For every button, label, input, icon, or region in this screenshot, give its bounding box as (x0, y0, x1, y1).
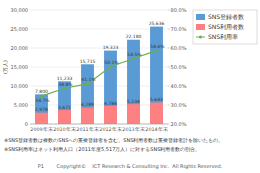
y2-tick (168, 86, 170, 87)
note: ※SNS登録者数は複数のSNSへの重複登録者を含む。SNS利用者数は重複登録者計… (4, 137, 223, 143)
line-value-label: 58.6% (150, 44, 165, 49)
legend-swatch (196, 14, 205, 20)
y2-tick (168, 10, 170, 11)
bar-value-label: 3,671 (58, 105, 71, 110)
footer: P1 Copyright© ICT Research & Consulting … (38, 163, 223, 170)
plot-area (35, 27, 163, 124)
bar-value-label: 25,636 (149, 21, 165, 26)
bar-value-label: 11,233 (57, 76, 73, 81)
y2-tick-label: 40.0% (171, 83, 187, 89)
grid-line (30, 48, 168, 49)
y2-tick (168, 29, 170, 30)
x-tick-label: 2011年末 (76, 126, 98, 132)
bar (104, 106, 117, 124)
line-value-label: 34.7% (35, 98, 50, 103)
y2-tick-label: 80.0% (171, 7, 187, 13)
bar (81, 108, 94, 124)
bar-value-label: 22,180 (126, 34, 142, 39)
y-tick-label: 25,000 (11, 26, 29, 32)
data-labels: 7,800 11,233 15,715 19,323 22,180 25,636 2,978… (35, 21, 165, 112)
y-axis-label: (万人) (2, 60, 8, 74)
y-tick-label: 30,000 (11, 7, 29, 13)
bar (150, 103, 163, 124)
bar-value-label: 15,715 (80, 59, 96, 64)
legend-swatch (196, 37, 205, 38)
x-tick-label: 2010年末 (53, 126, 75, 132)
y2-tick (168, 124, 170, 125)
line-marker (109, 65, 112, 68)
bar-value-label: 2,978 (35, 107, 48, 112)
y2-tick (168, 105, 170, 106)
legend-label: SNS利用者数 (208, 23, 244, 30)
legend-swatch (196, 24, 205, 30)
y-tick-label: 10,000 (11, 83, 29, 89)
legend-label: SNS利用率 (208, 33, 238, 40)
line (42, 51, 157, 96)
bar-value-label: 7,800 (35, 89, 48, 94)
line-value-label: 41.1% (81, 77, 96, 82)
legend-marker (199, 36, 202, 39)
note: ※SNS利用率はネット利用人口（2011年度5,517万人）に対するSNS利用者… (4, 146, 200, 152)
y2-tick-label: 60.0% (171, 45, 187, 51)
bar (127, 104, 140, 124)
line-marker (63, 87, 66, 90)
line-marker (155, 49, 158, 52)
bar (58, 110, 71, 124)
bar-value-label: 4,784 (104, 101, 117, 106)
x-tick-label: 2012年末 (99, 126, 121, 132)
bar (35, 113, 48, 124)
y-tick-label: 5,000 (14, 102, 28, 108)
legend-frame (193, 10, 257, 44)
bar (150, 27, 163, 124)
y2-tick (168, 67, 170, 68)
y2-tick-label: 70.0% (171, 26, 187, 32)
grid-line (30, 10, 168, 11)
background (0, 0, 260, 173)
y2-tick-label: 30.0% (171, 102, 187, 108)
grid-line (30, 86, 168, 87)
x-tick-label: 2009年末 (30, 126, 52, 132)
y-tick-label: 20,000 (11, 45, 29, 51)
line-value-label: 38.8% (58, 82, 73, 87)
x-tick-label: 2014年末 (145, 126, 167, 132)
y-tick-label: 15,000 (11, 64, 29, 70)
bar-value-label: 19,323 (103, 45, 119, 50)
y2-tick-label: 20.0% (171, 121, 187, 127)
line-marker (132, 57, 135, 60)
grid-line (30, 105, 168, 106)
y-tick-label: 0 (25, 121, 28, 127)
legend-label: SNS登録者数 (208, 13, 244, 20)
bar-value-label: 5,643 (150, 97, 163, 102)
legend: SNS登録者数 SNS利用者数 SNS利用率 (193, 10, 257, 44)
bar (81, 64, 94, 124)
x-tick-label: 2013年末 (122, 126, 144, 132)
line-marker (86, 82, 89, 85)
grid-line (30, 124, 168, 125)
bar-value-label: 5,234 (127, 99, 140, 104)
grid-line (30, 67, 168, 68)
line-value-label: 54.5% (127, 52, 142, 57)
chart: 0 5,000 10,000 15,000 20,000 25,000 30,000 20.0… (0, 0, 260, 173)
bar-value-label: 4,289 (81, 102, 94, 107)
y2-tick (168, 48, 170, 49)
x-axis (30, 124, 168, 125)
line-value-label: 50.1% (104, 60, 119, 65)
y2-tick-label: 50.0% (171, 64, 187, 70)
grid-line (30, 29, 168, 30)
